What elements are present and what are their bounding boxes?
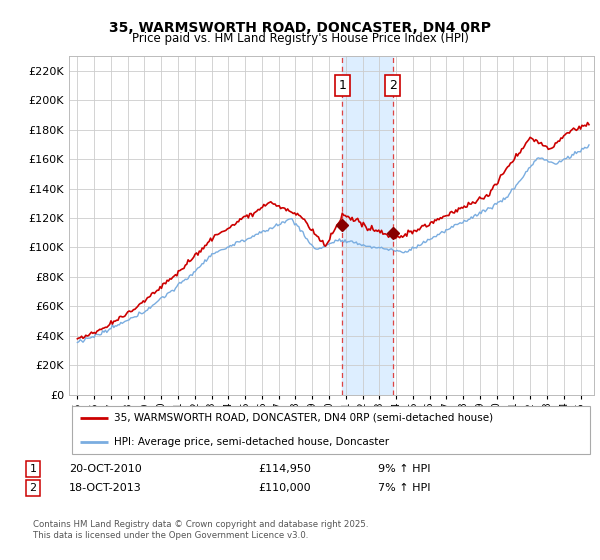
Text: Price paid vs. HM Land Registry's House Price Index (HPI): Price paid vs. HM Land Registry's House … — [131, 32, 469, 45]
Text: Contains HM Land Registry data © Crown copyright and database right 2025.
This d: Contains HM Land Registry data © Crown c… — [33, 520, 368, 540]
Text: 1: 1 — [338, 79, 346, 92]
Bar — [343, 56, 393, 395]
Text: HPI: Average price, semi-detached house, Doncaster: HPI: Average price, semi-detached house,… — [113, 437, 389, 447]
Text: 1: 1 — [29, 464, 37, 474]
Text: 7% ↑ HPI: 7% ↑ HPI — [378, 483, 431, 493]
Text: 18-OCT-2013: 18-OCT-2013 — [69, 483, 142, 493]
Text: 9% ↑ HPI: 9% ↑ HPI — [378, 464, 431, 474]
Text: £110,000: £110,000 — [258, 483, 311, 493]
Text: 20-OCT-2010: 20-OCT-2010 — [69, 464, 142, 474]
Text: 35, WARMSWORTH ROAD, DONCASTER, DN4 0RP (semi-detached house): 35, WARMSWORTH ROAD, DONCASTER, DN4 0RP … — [113, 413, 493, 423]
FancyBboxPatch shape — [71, 406, 590, 454]
Text: 2: 2 — [29, 483, 37, 493]
Text: 35, WARMSWORTH ROAD, DONCASTER, DN4 0RP: 35, WARMSWORTH ROAD, DONCASTER, DN4 0RP — [109, 21, 491, 35]
Text: 2: 2 — [389, 79, 397, 92]
Text: £114,950: £114,950 — [258, 464, 311, 474]
